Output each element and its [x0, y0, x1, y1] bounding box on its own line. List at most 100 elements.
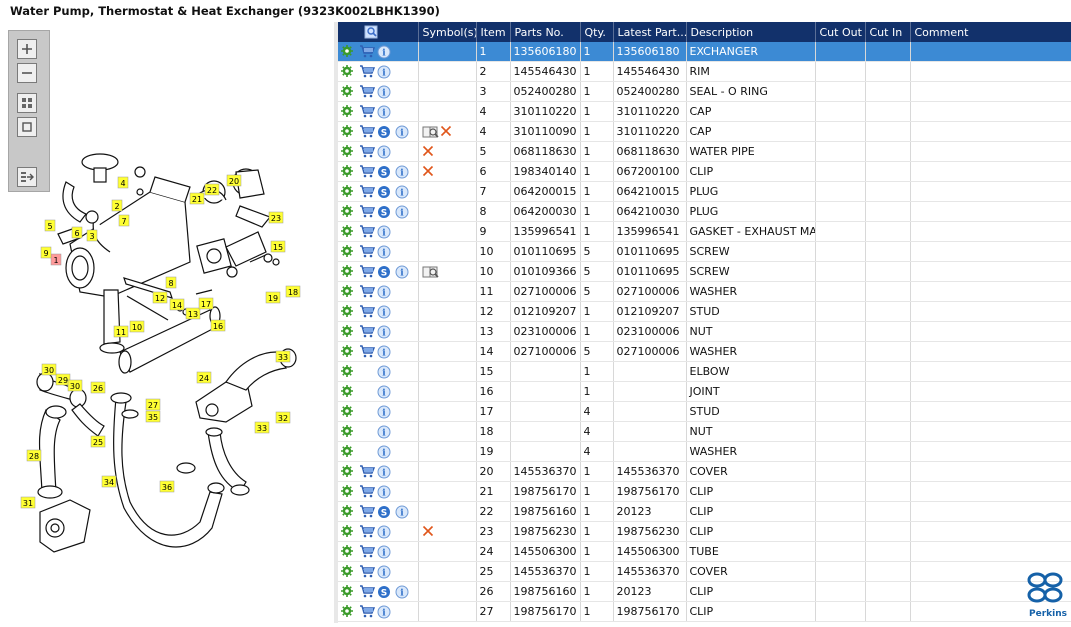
table-row[interactable]: i 23 198756230 1 198756230 CLIP	[338, 521, 1071, 542]
part-callout[interactable]: 9	[40, 246, 52, 259]
info-icon[interactable]: i	[377, 465, 393, 479]
column-latest-part[interactable]: Latest Part...	[613, 22, 687, 42]
cart-icon[interactable]	[359, 124, 375, 139]
supersession-icon[interactable]: S	[377, 185, 393, 199]
gear-icon[interactable]	[341, 224, 357, 239]
column-cut-in[interactable]: Cut In	[865, 22, 911, 42]
column-symbols[interactable]: Symbol(s)	[418, 22, 477, 42]
part-callout[interactable]: 4	[117, 176, 129, 189]
column-actions[interactable]	[338, 22, 419, 42]
diagram-pane[interactable]: 1 2 3 4 5 6 7 8 9 10 11 12 13 14 15 16 17 18 19 20 21 22 23 24 2…	[0, 22, 334, 623]
part-callout[interactable]: 21	[189, 192, 205, 205]
gear-icon[interactable]	[341, 384, 357, 399]
info-icon[interactable]: i	[377, 605, 393, 619]
info-icon[interactable]: i	[377, 145, 393, 159]
info-icon[interactable]: i	[395, 505, 411, 519]
part-callout[interactable]: 16	[210, 319, 226, 332]
part-callout[interactable]: 8	[165, 276, 177, 289]
info-icon[interactable]: i	[377, 65, 393, 79]
table-row[interactable]: i 13 023100006 1 023100006 NUT	[338, 321, 1071, 342]
part-callout[interactable]: 18	[285, 285, 301, 298]
cart-icon[interactable]	[359, 344, 375, 359]
info-icon[interactable]: i	[377, 545, 393, 559]
part-callout[interactable]: 5	[44, 219, 56, 232]
part-callout[interactable]: 13	[185, 307, 201, 320]
part-callout[interactable]: 24	[196, 371, 212, 384]
column-description[interactable]: Description	[686, 22, 816, 42]
column-item[interactable]: Item	[476, 22, 511, 42]
fit-all-button[interactable]	[17, 93, 37, 113]
gear-icon[interactable]	[341, 164, 357, 179]
info-icon[interactable]: i	[395, 185, 411, 199]
export-button[interactable]	[17, 167, 37, 187]
cart-icon[interactable]	[359, 64, 375, 79]
table-row[interactable]: i 10 010110695 5 010110695 SCREW	[338, 241, 1071, 262]
cart-icon[interactable]	[359, 204, 375, 219]
gear-icon[interactable]	[341, 284, 357, 299]
gear-icon[interactable]	[341, 344, 357, 359]
info-icon[interactable]: i	[377, 325, 393, 339]
part-callout[interactable]: 14	[169, 298, 185, 311]
cart-icon[interactable]	[359, 164, 375, 179]
pane-splitter[interactable]	[334, 22, 338, 623]
cart-icon[interactable]	[359, 264, 375, 279]
part-callout[interactable]: 26	[90, 381, 106, 394]
gear-icon[interactable]	[341, 204, 357, 219]
cart-icon[interactable]	[359, 584, 375, 599]
cart-icon[interactable]	[359, 324, 375, 339]
gear-icon[interactable]	[341, 604, 357, 619]
info-icon[interactable]: i	[395, 265, 411, 279]
table-row[interactable]: i 25 145536370 1 145536370 COVER	[338, 561, 1071, 582]
cart-icon[interactable]	[359, 284, 375, 299]
table-row[interactable]: i 14 027100006 5 027100006 WASHER	[338, 341, 1071, 362]
supersession-icon[interactable]: S	[377, 125, 393, 139]
gear-icon[interactable]	[341, 144, 357, 159]
gear-icon[interactable]	[341, 444, 357, 459]
gear-icon[interactable]	[341, 584, 357, 599]
gear-icon[interactable]	[341, 524, 357, 539]
info-icon[interactable]: i	[395, 125, 411, 139]
gear-icon[interactable]	[341, 244, 357, 259]
part-callout[interactable]: 11	[113, 325, 129, 338]
info-icon[interactable]: i	[377, 525, 393, 539]
part-callout[interactable]: 27	[145, 398, 161, 411]
table-row[interactable]: i 9 135996541 1 135996541 GASKET - EXHAUST MA…	[338, 221, 1071, 242]
info-icon[interactable]: i	[377, 385, 393, 399]
cart-icon[interactable]	[359, 544, 375, 559]
info-icon[interactable]: i	[395, 585, 411, 599]
cart-icon[interactable]	[359, 524, 375, 539]
cart-icon[interactable]	[359, 564, 375, 579]
gear-icon[interactable]	[341, 264, 357, 279]
table-row[interactable]: i 18 4 NUT	[338, 421, 1071, 442]
part-callout[interactable]: 23	[268, 211, 284, 224]
catalog-lookup-icon[interactable]	[422, 265, 439, 279]
cart-icon[interactable]	[359, 224, 375, 239]
supersession-icon[interactable]: S	[377, 165, 393, 179]
gear-icon[interactable]	[341, 504, 357, 519]
part-callout[interactable]: 22	[204, 183, 220, 196]
info-icon[interactable]: i	[377, 225, 393, 239]
gear-icon[interactable]	[341, 464, 357, 479]
info-icon[interactable]: i	[377, 485, 393, 499]
info-icon[interactable]: i	[377, 445, 393, 459]
info-icon[interactable]: i	[377, 85, 393, 99]
info-icon[interactable]: i	[377, 305, 393, 319]
part-callout[interactable]: 33	[275, 350, 291, 363]
column-parts-no[interactable]: Parts No.	[510, 22, 581, 42]
info-icon[interactable]: i	[377, 285, 393, 299]
cart-icon[interactable]	[359, 484, 375, 499]
part-callout[interactable]: 28	[26, 449, 42, 462]
part-callout[interactable]: 32	[275, 411, 291, 424]
gear-icon[interactable]	[341, 564, 357, 579]
table-row[interactable]: i 21 198756170 1 198756170 CLIP	[338, 481, 1071, 502]
table-row[interactable]: i 1 135606180 1 135606180 EXCHANGER	[338, 42, 1071, 62]
gear-icon[interactable]	[341, 64, 357, 79]
info-icon[interactable]: i	[377, 45, 393, 59]
gear-icon[interactable]	[341, 544, 357, 559]
supersession-icon[interactable]: S	[377, 265, 393, 279]
cart-icon[interactable]	[359, 184, 375, 199]
zoom-in-button[interactable]	[17, 39, 37, 59]
